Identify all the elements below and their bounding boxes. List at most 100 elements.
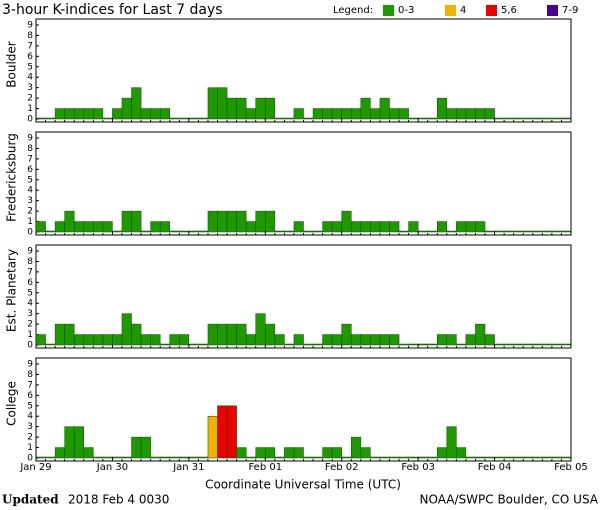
bar (64, 108, 75, 120)
bar (131, 87, 142, 120)
legend-label: 0-3 (398, 5, 414, 16)
y-tick-label: 9 (27, 21, 33, 31)
y-tick-label: 3 (27, 83, 33, 93)
x-tick-label: Jan 30 (96, 462, 128, 473)
y-tick-label: 1 (27, 104, 33, 114)
bar (408, 221, 419, 233)
bar (150, 108, 161, 120)
bar (255, 210, 266, 233)
legend-label: 7-9 (562, 5, 578, 16)
footer-date: 2018 Feb 4 0030 (68, 493, 169, 507)
x-tick-label: Feb 01 (248, 462, 282, 473)
x-tick-label: Feb 04 (478, 462, 512, 473)
bar (370, 221, 381, 233)
bar (150, 334, 161, 346)
bar (284, 117, 295, 120)
bar (465, 108, 476, 120)
bar (159, 221, 170, 233)
bar (265, 210, 276, 233)
bar (274, 117, 285, 120)
bar (169, 117, 180, 120)
bar (456, 221, 467, 233)
bar (112, 456, 123, 459)
legend-label: 5,6 (501, 5, 517, 16)
bar (351, 334, 362, 346)
bar (303, 117, 314, 120)
bar (236, 447, 247, 459)
bar (64, 426, 75, 459)
bar (226, 97, 237, 120)
bar (331, 108, 342, 120)
bar (245, 108, 256, 120)
y-tick-label: 0 (27, 454, 33, 464)
bar (417, 230, 428, 233)
bar (236, 323, 247, 346)
x-tick-label: Feb 05 (554, 462, 588, 473)
bar (437, 97, 448, 120)
x-axis-label: Coordinate Universal Time (UTC) (205, 478, 401, 492)
bar (437, 221, 448, 233)
y-tick-label: 4 (27, 186, 33, 196)
bar (45, 230, 56, 233)
bar (131, 323, 142, 346)
y-tick-label: 8 (27, 144, 33, 154)
bar (45, 117, 56, 120)
bar (179, 117, 190, 120)
bar (303, 230, 314, 233)
y-tick-label: 6 (27, 391, 33, 401)
bar (93, 334, 104, 346)
bar (322, 221, 333, 233)
bar (370, 108, 381, 120)
bar (140, 334, 151, 346)
legend-label: 4 (460, 5, 466, 16)
bar (265, 97, 276, 120)
bar (35, 334, 46, 346)
bar (293, 221, 304, 233)
bar (484, 456, 495, 459)
bar (475, 456, 486, 459)
bar (360, 447, 371, 459)
bar (398, 456, 409, 459)
bar (427, 117, 438, 120)
bar (532, 456, 543, 459)
bar (274, 334, 285, 346)
bar (93, 108, 104, 120)
bar (312, 108, 323, 120)
bar (389, 221, 400, 233)
y-tick-label: 3 (27, 422, 33, 432)
bar (102, 456, 113, 459)
bar (360, 97, 371, 120)
bar (83, 334, 94, 346)
x-tick-label: Feb 03 (401, 462, 435, 473)
bar (102, 117, 113, 120)
bar (207, 415, 218, 459)
y-tick-label: 5 (27, 401, 33, 411)
bar (112, 230, 123, 233)
bar (532, 117, 543, 120)
panel (35, 357, 572, 462)
bar (140, 230, 151, 233)
bar (226, 405, 237, 459)
bar (198, 343, 209, 346)
y-tick-label: 7 (27, 267, 33, 277)
bar (303, 343, 314, 346)
bar (351, 436, 362, 459)
bar (83, 447, 94, 459)
bar (475, 221, 486, 233)
bar (484, 108, 495, 120)
bar (398, 108, 409, 120)
bar (54, 447, 65, 459)
bar (245, 221, 256, 233)
bar (188, 343, 199, 346)
bar (437, 447, 448, 459)
bar (389, 108, 400, 120)
bar (121, 313, 132, 346)
y-tick-label: 1 (27, 330, 33, 340)
panel (35, 244, 572, 349)
bar (217, 405, 228, 459)
bar (274, 456, 285, 459)
bar (188, 230, 199, 233)
bar (64, 323, 75, 346)
bar (465, 456, 476, 459)
